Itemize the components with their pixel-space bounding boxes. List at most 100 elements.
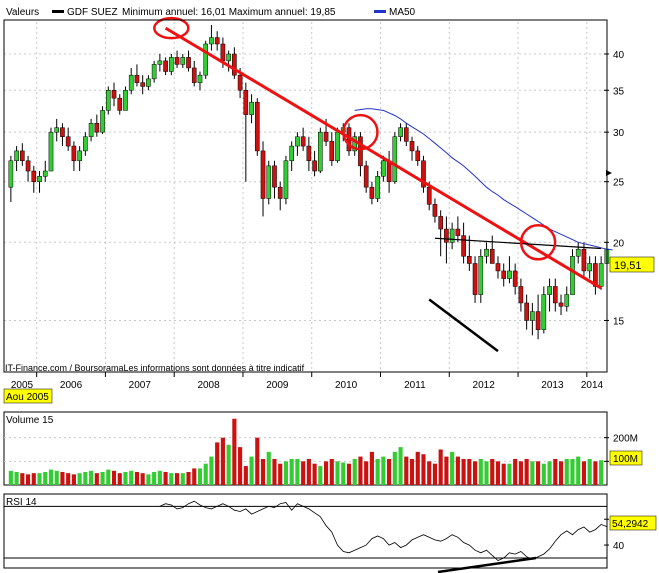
volume-bar [472,461,478,485]
candle-body [214,37,220,45]
candle-body [237,74,243,91]
candle-body [146,78,151,87]
volume-bar [369,451,374,485]
candle-body [438,216,443,230]
candle-body [335,131,340,162]
volume-bar [83,471,88,485]
volume-bar [111,470,117,485]
candle-body [277,186,283,199]
volume-bar [581,461,587,485]
volume-bar [186,471,191,485]
volume-bar [134,471,140,485]
volume-bar [60,471,65,485]
candle-body [467,255,472,264]
volume-bar [43,471,48,485]
volume-bar [157,470,162,485]
time-tick-label: 2005 [11,380,34,391]
candle-body [306,145,312,162]
volume-value-label: 100M [613,454,638,465]
highlight-circle [153,16,190,40]
volume-bar [203,463,208,485]
volume-bar [152,471,157,485]
volume-bar [14,471,19,485]
price-tick-label: 15 [613,316,625,327]
rsi-line [159,500,608,561]
volume-bar [404,456,409,485]
candle-body [530,311,535,321]
candle-body [54,127,60,133]
data-credit: IT-Finance.com / BoursoramaLes informati… [5,363,305,373]
candle-body [329,141,335,162]
start-date-label: Aou 2005 [6,392,49,403]
candle-body [461,235,466,257]
rsi-value-label: 54,2942 [612,519,649,530]
candle-body [415,150,421,162]
volume-bar [524,458,529,485]
volume-bar [25,474,31,485]
volume-bar [570,458,575,485]
volume-bar [243,466,248,485]
volume-bar [301,461,306,485]
candle-body [358,136,363,167]
support-trendline [428,298,499,353]
main-grid [4,22,607,372]
price-value-badge [609,256,655,273]
volume-bar [467,458,472,485]
volume-bar [295,458,300,485]
volume-bar [77,473,82,485]
main-legend: Valeurs GDF SUEZ Minimum annuel: 16,01 M… [6,7,416,18]
volume-bar [232,418,237,485]
candle-body [363,165,369,188]
volume-bar [209,456,214,485]
volume-value-badge [609,450,643,466]
candle-body [169,57,174,72]
volume-bar [587,458,592,485]
time-tick-label: 2006 [60,380,83,391]
volume-bar [444,456,449,485]
candle-body [243,90,249,115]
volume-bar [89,470,94,485]
volume-bar [398,447,403,485]
candle-body [203,43,209,76]
candle-body [100,110,105,133]
volume-bar [387,458,392,485]
volume-bar [536,461,541,485]
candle-body [478,255,484,295]
candle-body [489,248,495,264]
volume-bar [37,473,42,485]
candle-body [249,101,254,115]
volume-bar [146,474,151,485]
volume-bar [599,460,604,485]
volume-bar [461,458,466,485]
volume-bar [346,463,352,485]
candle-body [512,270,518,287]
price-tick-label: 20 [613,238,625,249]
volume-bar [94,473,99,485]
candle-body [403,127,409,142]
time-tick-label: 2007 [129,380,152,391]
volume-bar [278,463,283,485]
time-tick-label: 2008 [197,380,220,391]
volume-bar [220,437,225,485]
volume-bar [553,458,558,485]
highlight-circle [342,113,379,151]
volume-bar [8,470,13,485]
time-tick-label: 2012 [473,380,496,391]
candle-body [570,255,575,295]
volume-bar [329,458,334,485]
candle-body [94,122,100,133]
volume-bar [323,461,329,485]
volume-bar [192,468,197,485]
volume-bar [576,456,581,485]
candle-body [369,186,375,199]
candle-body [117,97,123,111]
time-tick-label: 2011 [404,380,426,391]
candle-body [295,136,300,147]
volume-bar [358,456,363,485]
volume-bar [71,474,76,485]
candle-body [455,228,461,236]
price-tick-label: 30 [613,128,625,139]
candle-body [272,165,277,188]
candle-body [552,286,558,304]
time-axis: 2005 2006 2007 2008 2009 2010 2011 2012 2013 2014 [11,372,604,391]
